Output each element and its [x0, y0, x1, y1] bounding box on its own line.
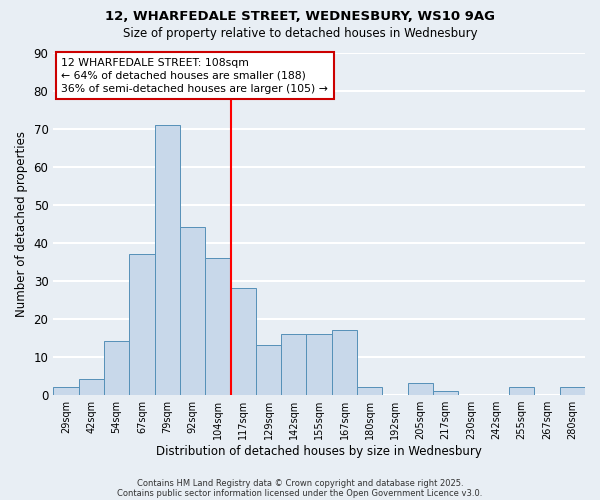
Bar — [332, 330, 357, 394]
Bar — [509, 387, 535, 394]
X-axis label: Distribution of detached houses by size in Wednesbury: Distribution of detached houses by size … — [156, 444, 482, 458]
Bar — [408, 383, 433, 394]
Bar — [560, 387, 585, 394]
Bar — [53, 387, 79, 394]
Bar — [357, 387, 382, 394]
Text: 12 WHARFEDALE STREET: 108sqm
← 64% of detached houses are smaller (188)
36% of s: 12 WHARFEDALE STREET: 108sqm ← 64% of de… — [61, 58, 328, 94]
Bar — [205, 258, 230, 394]
Text: Contains HM Land Registry data © Crown copyright and database right 2025.: Contains HM Land Registry data © Crown c… — [137, 478, 463, 488]
Bar — [256, 345, 281, 395]
Bar — [155, 124, 180, 394]
Bar — [180, 228, 205, 394]
Bar — [79, 380, 104, 394]
Text: Size of property relative to detached houses in Wednesbury: Size of property relative to detached ho… — [122, 28, 478, 40]
Bar — [104, 342, 129, 394]
Bar — [307, 334, 332, 394]
Text: 12, WHARFEDALE STREET, WEDNESBURY, WS10 9AG: 12, WHARFEDALE STREET, WEDNESBURY, WS10 … — [105, 10, 495, 23]
Bar — [230, 288, 256, 395]
Text: Contains public sector information licensed under the Open Government Licence v3: Contains public sector information licen… — [118, 488, 482, 498]
Bar — [129, 254, 155, 394]
Bar — [281, 334, 307, 394]
Bar — [433, 391, 458, 394]
Y-axis label: Number of detached properties: Number of detached properties — [15, 130, 28, 316]
